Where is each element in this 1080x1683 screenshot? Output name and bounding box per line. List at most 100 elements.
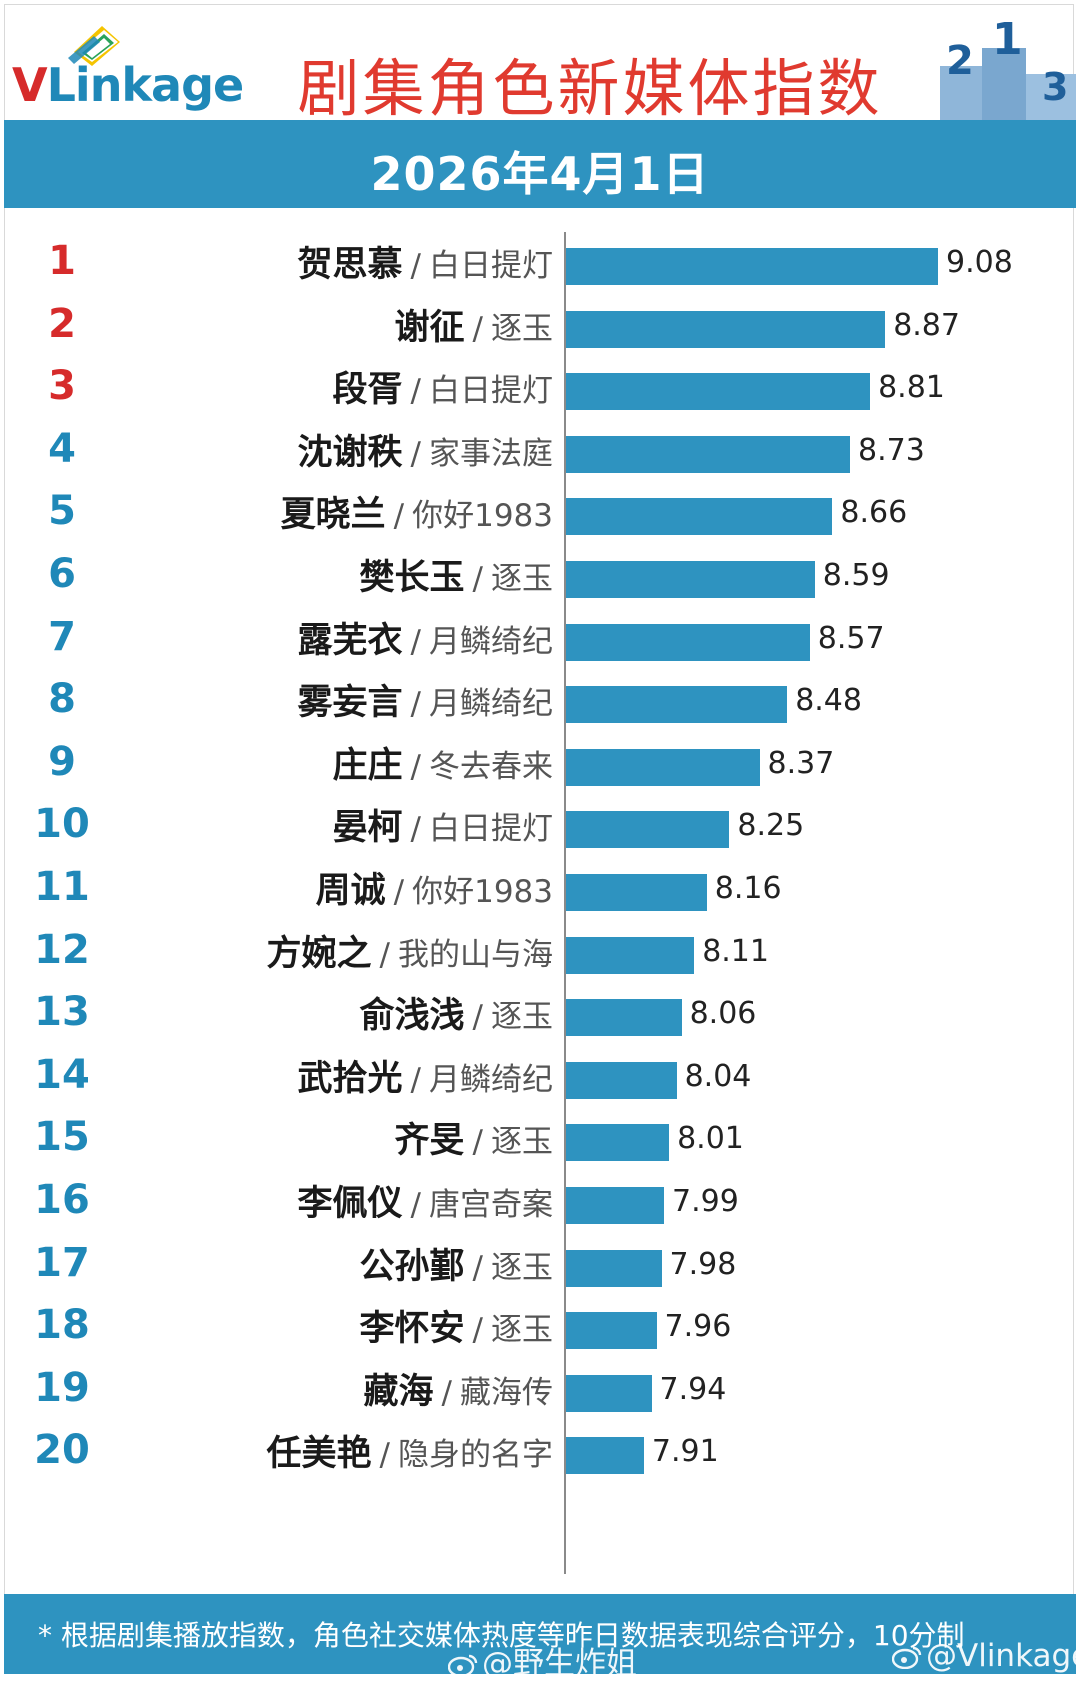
chart-row: 2 谢征 / 逐玉 8.87: [0, 291, 1080, 358]
data-label: 7.94: [659, 1371, 727, 1407]
podium-number-2: 2: [946, 38, 974, 84]
character-name: 李怀安: [359, 1309, 465, 1350]
chart-bar: [566, 1312, 657, 1350]
data-label: 7.96: [664, 1309, 732, 1345]
data-label: 8.73: [858, 432, 925, 468]
separator: /: [472, 1124, 483, 1161]
chart-row: 18 李怀安 / 逐玉 7.96: [0, 1292, 1080, 1359]
character-name: 夏晓兰: [280, 495, 386, 536]
show-title: 逐玉: [491, 1249, 553, 1286]
chart-row: 15 齐旻 / 逐玉 8.01: [0, 1104, 1080, 1171]
chart-row: 16 李佩仪 / 唐宫奇案 7.99: [0, 1167, 1080, 1234]
character-name: 武拾光: [297, 1058, 403, 1099]
tick-label: 谢征 / 逐玉: [120, 299, 553, 350]
separator: /: [410, 686, 421, 723]
chart-row: 4 沈谢秩 / 家事法庭 8.73: [0, 416, 1080, 483]
show-title: 逐玉: [491, 561, 553, 597]
data-label: 7.99: [672, 1184, 739, 1219]
footer-band: * 根据剧集播放指数，角色社交媒体热度等昨日数据表现综合评分，10分制: [4, 1594, 1076, 1674]
rank-number: 11: [34, 864, 90, 910]
rank-number: 7: [48, 613, 76, 660]
character-name: 晏柯: [332, 808, 403, 849]
rank-number: 17: [34, 1239, 90, 1286]
tick-label: 樊长玉 / 逐玉: [120, 549, 553, 600]
rank-number: 19: [34, 1364, 90, 1411]
character-name: 贺思慕: [297, 245, 403, 285]
separator: /: [410, 623, 421, 660]
chart-bar: [566, 748, 760, 786]
podium-icon: 2 1 3: [940, 18, 1076, 120]
chart-bar: [566, 435, 850, 473]
character-name: 公孙鄞: [359, 1246, 465, 1287]
character-name: 樊长玉: [359, 558, 465, 598]
separator: /: [379, 936, 390, 973]
tick-label: 李怀安 / 逐玉: [120, 1300, 553, 1351]
show-title: 月鳞绮纪: [429, 1061, 553, 1098]
data-label: 8.81: [878, 370, 945, 406]
tick-label: 齐旻 / 逐玉: [120, 1112, 553, 1163]
show-title: 逐玉: [491, 310, 553, 347]
chart-row: 10 晏柯 / 白日提灯 8.25: [0, 791, 1080, 858]
separator: /: [410, 748, 421, 785]
tick-label: 露芜衣 / 月鳞绮纪: [120, 612, 553, 663]
separator: /: [472, 310, 483, 347]
character-name: 藏海: [363, 1371, 434, 1412]
watermark-weibo-1: @野生炸姐: [448, 1638, 637, 1683]
logo-v: V: [12, 58, 48, 112]
separator: /: [410, 373, 421, 410]
watermark-weibo-2: @Vlinkage: [892, 1638, 1080, 1674]
tick-label: 武拾光 / 月鳞绮纪: [120, 1050, 553, 1101]
separator: /: [393, 874, 405, 910]
show-title: 白日提灯: [429, 248, 553, 284]
separator: /: [410, 1187, 421, 1223]
chart-bar: [566, 686, 788, 724]
show-title: 我的山与海: [398, 936, 553, 973]
tick-label: 雾妄言 / 月鳞绮纪: [120, 674, 553, 725]
chart-bar: [566, 373, 871, 411]
character-name: 段胥: [332, 370, 403, 411]
chart-bar: [566, 1437, 644, 1475]
tick-label: 公孙鄞 / 逐玉: [120, 1238, 553, 1289]
data-label: 8.48: [795, 683, 862, 719]
data-label: 8.57: [817, 620, 885, 656]
rank-number: 12: [34, 926, 90, 973]
separator: /: [393, 498, 405, 535]
show-title: 冬去春来: [429, 748, 553, 785]
chart-bar: [566, 874, 707, 911]
data-label: 9.08: [946, 245, 1013, 280]
show-title: 白日提灯: [429, 373, 553, 410]
data-label: 8.59: [822, 558, 890, 593]
tick-label: 周诚 / 你好1983: [120, 862, 553, 913]
show-title: 你好1983: [412, 874, 553, 910]
rank-number: 18: [34, 1302, 90, 1349]
chart-bar: [566, 936, 695, 974]
separator: /: [472, 999, 483, 1036]
watermark-text-1: @野生炸姐: [482, 1646, 637, 1682]
chart-bar: [566, 623, 810, 661]
data-label: 8.01: [677, 1121, 744, 1157]
separator: /: [410, 1061, 421, 1098]
date-label: 2026年4月1日: [370, 147, 710, 201]
data-label: 8.04: [684, 1058, 752, 1094]
rank-number: 16: [34, 1177, 90, 1223]
chart-row: 19 藏海 / 藏海传 7.94: [0, 1355, 1080, 1422]
data-label: 7.91: [651, 1434, 719, 1470]
character-name: 雾妄言: [297, 683, 403, 724]
character-name: 露芜衣: [297, 620, 403, 661]
show-title: 隐身的名字: [398, 1437, 553, 1474]
show-title: 家事法庭: [429, 435, 553, 472]
chart-row: 8 雾妄言 / 月鳞绮纪 8.48: [0, 666, 1080, 733]
character-name: 俞浅浅: [359, 996, 465, 1037]
data-label: 8.25: [737, 808, 805, 844]
ranking-bar-chart: 1 贺思慕 / 白日提灯 9.08 2 谢征 / 逐玉 8.87 3 段胥 / 白日提灯 8.81 4 沈谢秩 /…: [0, 228, 1080, 1578]
data-label: 8.16: [714, 871, 782, 906]
weibo-icon: [892, 1646, 922, 1669]
chart-bar: [566, 248, 938, 285]
tick-label: 藏海 / 藏海传: [120, 1363, 553, 1414]
tick-label: 任美艳 / 隐身的名字: [120, 1425, 553, 1476]
chart-row: 14 武拾光 / 月鳞绮纪 8.04: [0, 1042, 1080, 1109]
chart-row: 1 贺思慕 / 白日提灯 9.08: [0, 228, 1080, 295]
chart-bar: [566, 1124, 670, 1162]
chart-row: 11 周诚 / 你好1983 8.16: [0, 854, 1080, 921]
chart-row: 9 庄庄 / 冬去春来 8.37: [0, 729, 1080, 796]
